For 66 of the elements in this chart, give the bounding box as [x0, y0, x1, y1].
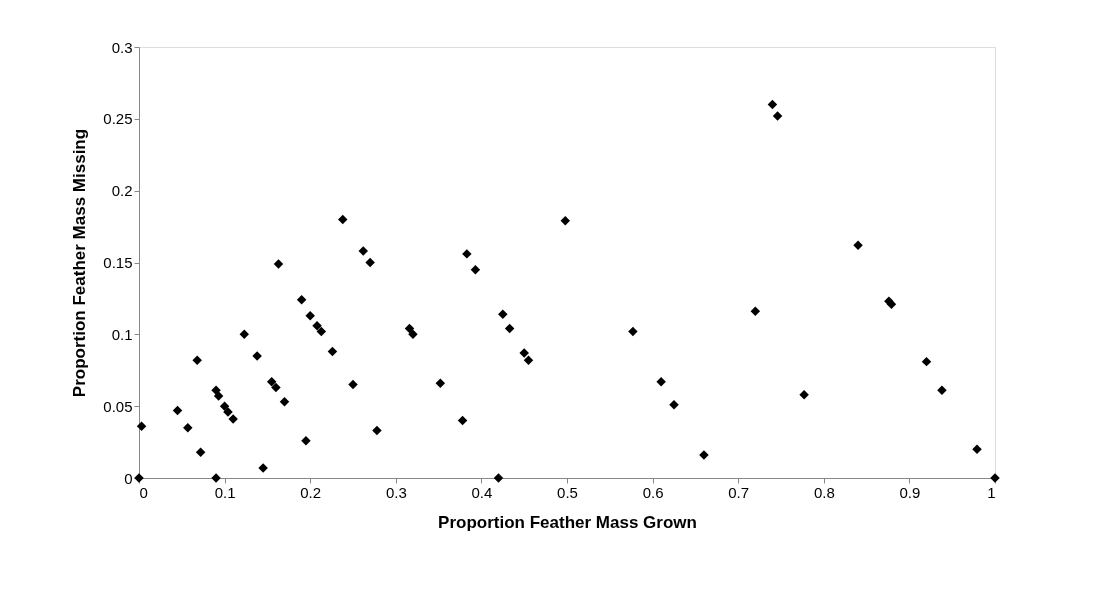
y-tick-label: 0.25 — [103, 110, 133, 128]
x-tick-label: 0.3 — [385, 483, 407, 501]
point — [348, 379, 358, 390]
point — [358, 246, 369, 256]
point — [767, 99, 778, 110]
y-tick-label: 0.2 — [111, 182, 133, 200]
point — [435, 378, 446, 388]
point — [772, 111, 783, 121]
y-tick-label: 0.3 — [111, 38, 133, 56]
point — [301, 435, 311, 446]
x-tick-label: 0.4 — [471, 483, 493, 501]
point — [493, 473, 504, 483]
point — [669, 399, 679, 410]
point — [972, 444, 982, 455]
point — [316, 326, 327, 337]
x-tick-label: 0.8 — [813, 483, 835, 501]
point — [239, 329, 250, 340]
point — [195, 447, 206, 457]
point — [462, 249, 472, 259]
point — [523, 355, 534, 365]
point — [337, 214, 348, 225]
point — [937, 385, 947, 396]
x-tick-label: 0.9 — [899, 483, 921, 501]
y-tick-label: 0.05 — [103, 397, 133, 415]
x-tick-label: 0.1 — [214, 483, 236, 501]
point — [457, 415, 468, 426]
point — [213, 391, 224, 401]
point — [498, 309, 508, 319]
point — [183, 422, 193, 433]
point — [799, 389, 809, 400]
point — [172, 405, 183, 416]
point — [750, 306, 761, 317]
point — [628, 326, 638, 337]
point — [470, 264, 481, 275]
point — [853, 240, 863, 250]
point — [136, 421, 147, 432]
point — [211, 385, 221, 396]
point — [273, 259, 284, 269]
point — [404, 323, 415, 334]
y-tick-label: 0.1 — [111, 325, 133, 343]
point — [279, 397, 290, 407]
point — [327, 346, 338, 357]
point — [560, 216, 571, 226]
y-tick-label: 0.15 — [103, 254, 133, 271]
point — [365, 257, 375, 268]
x-tick-label: 1 — [987, 483, 996, 501]
point — [921, 356, 932, 367]
x-axis-title: Proportion Feather Mass Grown — [438, 512, 697, 532]
x-tick-label: 0.2 — [300, 483, 322, 501]
point — [312, 320, 322, 331]
x-tick-label: 0.5 — [557, 483, 578, 501]
point — [296, 295, 307, 305]
y-tick-label: 0 — [124, 469, 133, 487]
point — [656, 377, 666, 387]
point — [408, 329, 418, 340]
point — [271, 382, 281, 393]
point — [192, 355, 202, 365]
x-tick-label: 0.7 — [728, 483, 750, 501]
point — [305, 310, 315, 321]
y-axis-title: Proportion Feather Mass Missing — [70, 128, 90, 398]
x-tick-label: 0.6 — [642, 483, 664, 501]
point — [504, 323, 515, 334]
point — [372, 425, 382, 436]
point — [266, 377, 277, 387]
x-tick-label: 0 — [139, 483, 148, 501]
point — [219, 401, 230, 411]
